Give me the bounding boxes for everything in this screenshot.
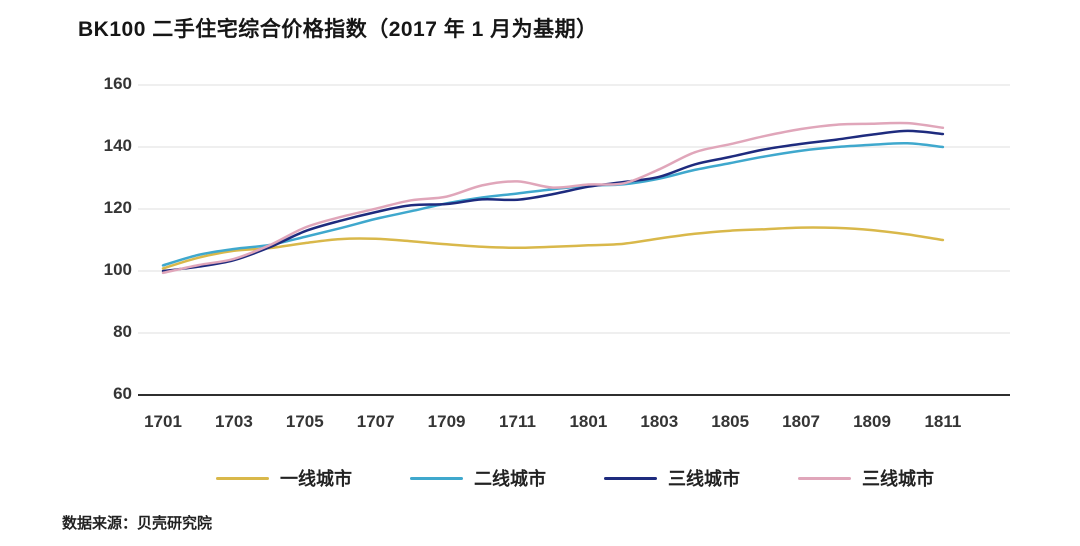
legend: 一线城市 二线城市 三线城市 三线城市 [0, 465, 1080, 491]
x-axis-tick: 1705 [285, 412, 324, 431]
x-axis-tick: 1801 [569, 412, 608, 431]
data-source-note: 数据来源：贝壳研究院 [62, 515, 213, 532]
y-axis-tick: 140 [103, 136, 132, 155]
y-axis-tick: 60 [113, 384, 132, 403]
legend-item-tier3: 三线城市 [604, 465, 740, 491]
legend-swatch-tier2 [410, 476, 463, 480]
line-chart-plot-area [138, 84, 1010, 396]
y-axis-tick: 100 [103, 260, 132, 279]
legend-label: 三线城市 [668, 469, 740, 489]
legend-label: 一线城市 [280, 469, 352, 489]
legend-label: 二线城市 [474, 469, 546, 489]
legend-label: 三线城市 [862, 469, 934, 489]
x-axis-tick: 1807 [782, 412, 820, 431]
legend-swatch-tier3b [798, 476, 851, 480]
x-axis-tick: 1805 [711, 412, 750, 431]
legend-item-tier2: 二线城市 [410, 465, 546, 491]
x-axis-tick: 1703 [214, 412, 253, 431]
x-axis-tick: 1811 [924, 412, 962, 431]
y-axis-tick: 160 [103, 74, 132, 93]
legend-item-tier3b: 三线城市 [798, 465, 934, 491]
x-axis-tick: 1803 [640, 412, 679, 431]
x-axis-tick: 1709 [427, 412, 466, 431]
x-axis-tick: 1809 [853, 412, 891, 431]
y-axis-tick: 80 [113, 322, 132, 341]
legend-swatch-tier3 [604, 476, 657, 480]
x-axis-tick: 1707 [356, 412, 395, 431]
series-line-1 [161, 141, 945, 267]
series-line-0 [161, 226, 945, 270]
legend-item-tier1: 一线城市 [216, 465, 352, 491]
x-axis-tick: 1711 [499, 412, 536, 431]
y-axis-tick: 120 [103, 198, 132, 217]
legend-swatch-tier1 [216, 476, 269, 480]
series-line-3 [161, 121, 945, 275]
x-axis-tick: 1701 [144, 412, 182, 431]
series-line-2 [161, 129, 945, 273]
chart-title: BK100 二手住宅综合价格指数（2017 年 1 月为基期） [78, 18, 598, 41]
